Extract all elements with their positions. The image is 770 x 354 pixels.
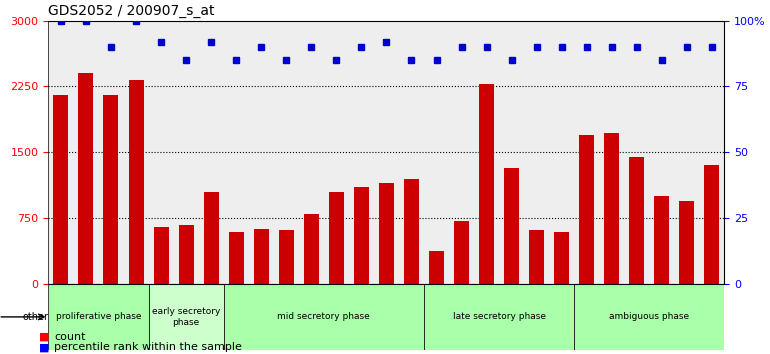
Bar [504, 168, 519, 284]
Bar [179, 225, 193, 284]
FancyBboxPatch shape [49, 284, 149, 350]
Text: late secretory phase: late secretory phase [453, 313, 546, 321]
Bar [329, 192, 344, 284]
Bar [529, 230, 544, 284]
Bar [404, 179, 419, 284]
Bar [429, 251, 444, 284]
Text: proliferative phase: proliferative phase [55, 313, 141, 321]
Bar [454, 221, 469, 284]
Text: GDS2052 / 200907_s_at: GDS2052 / 200907_s_at [49, 4, 215, 18]
Bar [253, 229, 269, 284]
Bar [129, 80, 143, 284]
Bar [304, 214, 319, 284]
Bar [379, 183, 394, 284]
Bar [479, 84, 494, 284]
Text: other: other [22, 312, 49, 322]
Text: ■: ■ [38, 332, 49, 342]
Bar [153, 227, 169, 284]
Bar [579, 135, 594, 284]
Text: percentile rank within the sample: percentile rank within the sample [54, 342, 242, 353]
Bar [679, 201, 695, 284]
Bar [79, 73, 93, 284]
Text: early secretory
phase: early secretory phase [152, 307, 220, 327]
Bar [103, 95, 119, 284]
FancyBboxPatch shape [223, 284, 424, 350]
Text: mid secretory phase: mid secretory phase [277, 313, 370, 321]
Bar [279, 229, 294, 284]
Text: ambiguous phase: ambiguous phase [609, 313, 689, 321]
Bar [354, 187, 369, 284]
FancyBboxPatch shape [424, 284, 574, 350]
FancyBboxPatch shape [574, 284, 725, 350]
Bar [203, 192, 219, 284]
Bar [654, 196, 669, 284]
Bar [53, 95, 69, 284]
Bar [554, 232, 569, 284]
Text: count: count [54, 332, 85, 342]
Text: ■: ■ [38, 342, 49, 353]
Bar [229, 232, 243, 284]
Bar [629, 157, 644, 284]
Bar [705, 165, 719, 284]
FancyBboxPatch shape [149, 284, 223, 350]
Bar [604, 133, 619, 284]
